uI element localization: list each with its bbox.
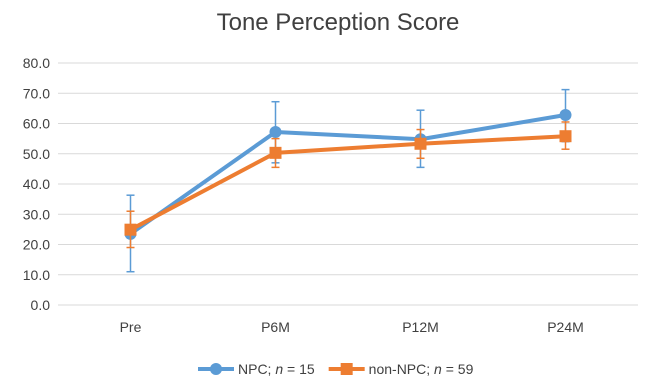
y-tick-label: 0.0 — [31, 297, 51, 313]
x-tick-label: P6M — [261, 319, 290, 335]
legend-label: non-NPC; n = 59 — [369, 361, 474, 377]
y-tick-label: 30.0 — [23, 206, 50, 222]
data-point — [269, 146, 282, 159]
chart-title: Tone Perception Score — [217, 9, 460, 36]
data-point — [559, 109, 572, 122]
data-point — [124, 223, 137, 236]
series-line — [128, 113, 568, 236]
x-tick-label: Pre — [120, 319, 142, 335]
y-tick-label: 50.0 — [23, 146, 50, 162]
legend-marker — [340, 363, 353, 375]
series-line — [128, 134, 568, 232]
y-axis: 0.0 10.0 20.0 30.0 40.0 50.0 60.0 70.0 80.0 — [23, 55, 50, 313]
y-tick-label: 80.0 — [23, 55, 50, 71]
data-point — [559, 130, 572, 143]
legend-item-2: non-NPC; n = 59 — [328, 361, 474, 377]
data-point — [269, 125, 282, 138]
data-point — [414, 137, 427, 150]
y-tick-label: 20.0 — [23, 237, 50, 253]
y-tick-label: 10.0 — [23, 267, 50, 283]
y-tick-label: 70.0 — [23, 85, 50, 101]
x-axis: Pre P6M P12M P24M — [120, 319, 584, 335]
x-tick-label: P12M — [402, 319, 439, 335]
legend-label: NPC; n = 15 — [238, 361, 315, 377]
legend: NPC; n = 15 non-NPC; n = 59 — [198, 361, 474, 377]
series-group — [124, 88, 572, 273]
y-tick-label: 60.0 — [23, 116, 50, 132]
gridlines — [58, 62, 638, 306]
legend-item-1: NPC; n = 15 — [198, 361, 315, 377]
x-tick-label: P24M — [547, 319, 584, 335]
series-2 — [124, 121, 572, 249]
legend-marker — [210, 363, 222, 375]
y-tick-label: 40.0 — [23, 176, 50, 192]
